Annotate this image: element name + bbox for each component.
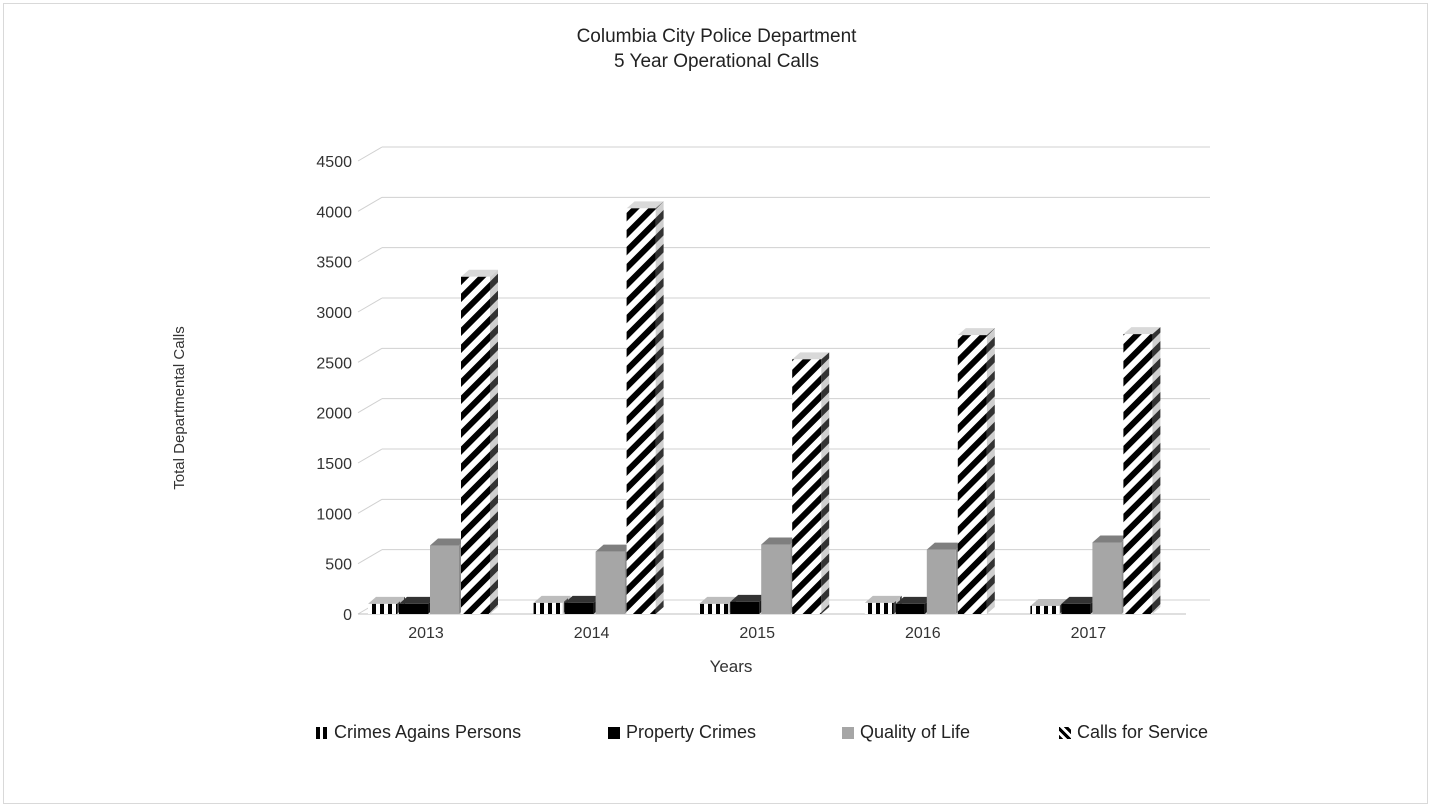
bar-top (864, 595, 902, 603)
x-tick-label: 2013 (408, 625, 444, 642)
bar-side (986, 328, 995, 614)
chart-subtitle: 5 Year Operational Calls (614, 51, 819, 72)
legend-label: Crimes Agains Persons (334, 722, 522, 742)
chart-title: Columbia City Police Department (576, 26, 857, 47)
bar-front (926, 549, 956, 614)
bar-front (1030, 605, 1060, 614)
legend-swatch (608, 726, 620, 739)
bar-front (430, 545, 459, 614)
bar-calls-for-service-2016 (957, 328, 995, 614)
bar-calls-for-service-2013 (461, 269, 498, 614)
y-tick-label: 3500 (316, 255, 352, 272)
bar-front (957, 335, 987, 614)
x-tick-label: 2017 (1071, 625, 1107, 642)
gridline-slant (357, 247, 383, 263)
bars (368, 201, 1161, 614)
bar-front (564, 602, 594, 614)
y-tick-label: 4500 (316, 154, 352, 171)
bar-front (368, 603, 397, 614)
bar-front (792, 359, 822, 614)
bar-front (730, 601, 760, 614)
bar-side (1152, 327, 1161, 614)
bar-top (533, 595, 571, 603)
legend-label: Quality of Life (860, 722, 971, 742)
bar-front (699, 603, 729, 614)
gridline-slant (357, 549, 383, 565)
bar-top (895, 596, 933, 604)
legend-swatch (316, 726, 328, 739)
bar-front (761, 544, 791, 614)
axis-labels: 0 500 1000 1500 2000 2500 3000 3500 4000 4500 2013… (171, 154, 1106, 676)
gridline-slant (357, 347, 383, 363)
bar-front (595, 551, 625, 614)
bar-side (490, 269, 498, 614)
bar-side (821, 352, 830, 614)
legend-item: Calls for Service (1059, 722, 1208, 743)
legend-item: Quality of Life (842, 722, 970, 743)
bar-top (595, 544, 633, 552)
gridline-slant (357, 448, 383, 464)
legend-item: Property Crimes (608, 722, 756, 743)
gridline-slant (357, 196, 383, 212)
bar-top (1123, 327, 1161, 335)
y-tick-label: 0 (343, 607, 352, 624)
y-tick-label: 3000 (316, 305, 352, 322)
bar-top (399, 596, 436, 604)
y-tick-label: 2000 (316, 406, 352, 423)
legend-label: Property Crimes (626, 722, 757, 742)
x-tick-label: 2015 (739, 625, 775, 642)
bar-calls-for-service-2014 (626, 201, 664, 614)
legend-item: Crimes Agains Persons (316, 722, 521, 743)
y-tick-label: 4000 (316, 204, 352, 221)
bar-top (626, 201, 664, 209)
bar-front (895, 603, 925, 614)
bar-front (1092, 542, 1122, 614)
bar-front (533, 602, 563, 614)
legend-label: Calls for Service (1077, 722, 1209, 742)
gridline-slant (357, 297, 383, 313)
y-tick-label: 2500 (316, 355, 352, 372)
bar-top (761, 537, 799, 545)
bar-side (655, 201, 664, 614)
chart-frame: Columbia City Police Department 5 Year O… (3, 3, 1428, 804)
bar-top (1092, 535, 1130, 543)
bar-top (1030, 598, 1068, 606)
x-tick-label: 2016 (905, 625, 941, 642)
bar-front (399, 603, 428, 614)
bar-top (368, 596, 405, 604)
bar-front (1123, 334, 1153, 614)
bar-top (1061, 596, 1099, 604)
chart-plot: 0 500 1000 1500 2000 2500 3000 3500 4000 4500 2013… (171, 146, 1210, 676)
gridline-slant (357, 146, 383, 162)
bar-calls-for-service-2017 (1123, 327, 1161, 614)
y-tick-label: 500 (325, 557, 352, 574)
bar-top (926, 542, 964, 550)
y-axis-title: Total Departmental Calls (171, 326, 188, 489)
bar-calls-for-service-2015 (792, 352, 830, 614)
bar-top (564, 595, 602, 603)
bar-front (1061, 603, 1091, 614)
bar-top (792, 352, 830, 360)
bar-top (730, 594, 768, 602)
bar-top (957, 328, 995, 336)
bar-top (430, 538, 467, 546)
bar-front (461, 276, 490, 614)
bar-front (864, 602, 894, 614)
x-axis-title: Years (710, 657, 753, 676)
y-tick-label: 1500 (316, 456, 352, 473)
chart-title-block: Columbia City Police Department 5 Year O… (4, 24, 1429, 74)
legend: Crimes Agains Persons Property Crimes Qual… (4, 722, 1429, 752)
y-tick-label: 1000 (316, 506, 352, 523)
bar-front (626, 208, 656, 614)
x-tick-label: 2014 (574, 625, 610, 642)
bar-top (461, 269, 498, 277)
bar-top (699, 596, 737, 604)
gridline-slant (357, 498, 383, 514)
legend-swatch (842, 726, 854, 739)
gridline-slant (357, 398, 383, 414)
legend-swatch (1059, 726, 1071, 739)
